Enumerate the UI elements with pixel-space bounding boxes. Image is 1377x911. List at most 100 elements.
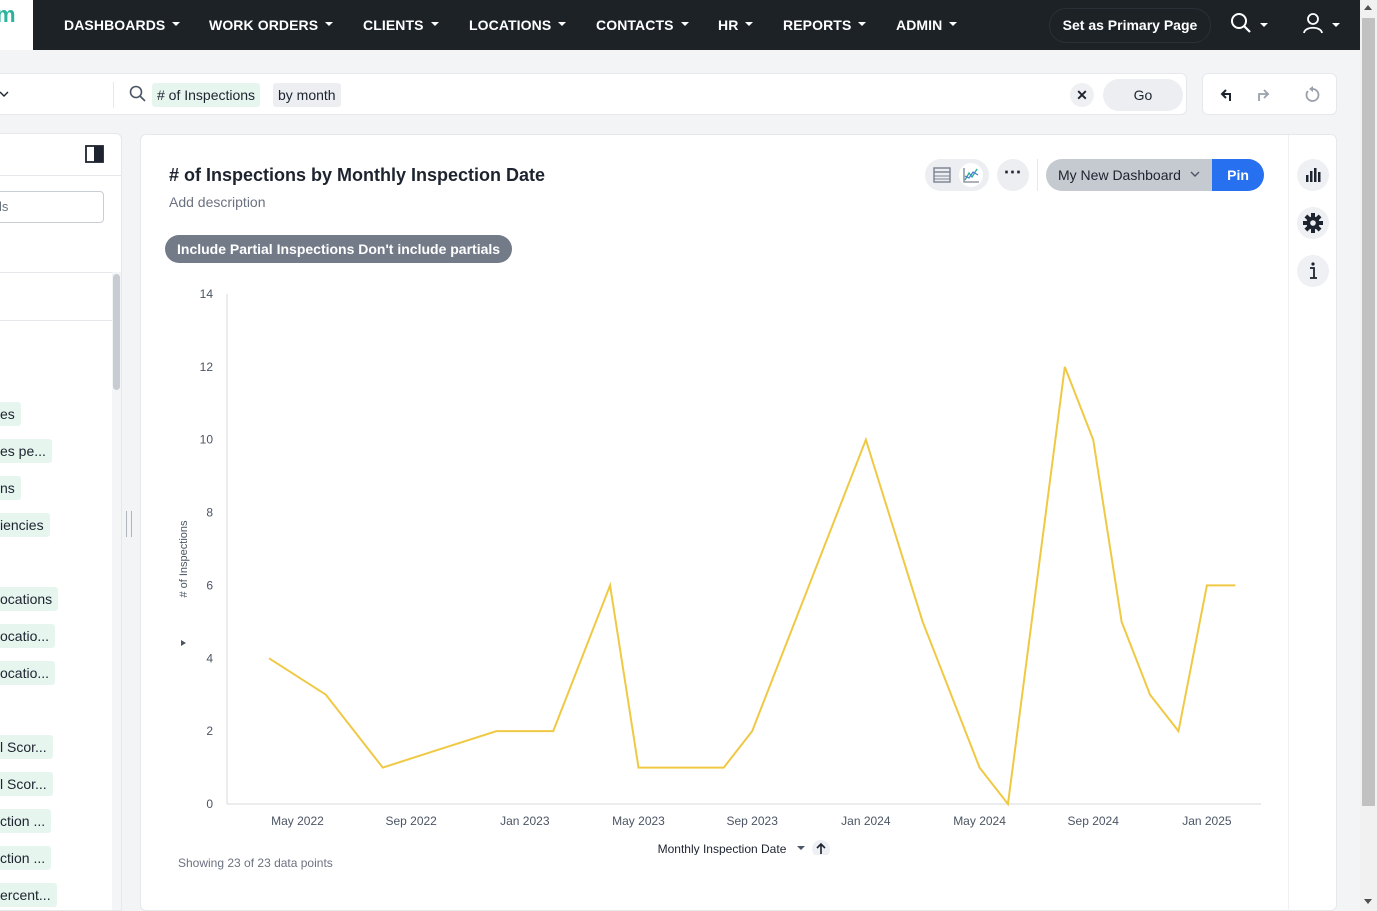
nav-item-hr[interactable]: HR bbox=[718, 0, 754, 50]
divider bbox=[1037, 159, 1038, 191]
chevron-down-icon[interactable] bbox=[0, 88, 10, 100]
nav-item-reports[interactable]: REPORTS bbox=[783, 0, 867, 50]
data-point[interactable] bbox=[977, 765, 983, 771]
info-button[interactable] bbox=[1297, 255, 1329, 287]
data-point[interactable] bbox=[1062, 364, 1068, 370]
search-token-grouping[interactable]: by month bbox=[273, 83, 341, 107]
redo-icon[interactable] bbox=[1253, 85, 1273, 105]
scroll-up-icon[interactable] bbox=[1364, 5, 1372, 10]
data-point[interactable] bbox=[636, 765, 642, 771]
chevron-down-icon bbox=[325, 22, 334, 27]
data-point[interactable] bbox=[1005, 801, 1011, 807]
x-axis-label[interactable]: Monthly Inspection Date bbox=[658, 842, 787, 855]
column-item[interactable]: ction ... bbox=[0, 809, 52, 833]
filter-pill[interactable]: Include Partial Inspections Don't includ… bbox=[165, 235, 513, 263]
data-point[interactable] bbox=[1147, 692, 1153, 698]
y-axis-sort-icon[interactable] bbox=[181, 640, 186, 646]
nav-item-admin[interactable]: ADMIN bbox=[896, 0, 958, 50]
go-button[interactable]: Go bbox=[1103, 79, 1183, 111]
column-item[interactable]: ns bbox=[0, 476, 21, 500]
data-point[interactable] bbox=[323, 692, 329, 698]
settings-button[interactable] bbox=[1297, 207, 1329, 239]
x-tick-label: May 2024 bbox=[953, 814, 1006, 828]
chart-title[interactable]: # of Inspections by Monthly Inspection D… bbox=[169, 165, 546, 185]
chart-card: # of Inspections by Monthly Inspection D… bbox=[140, 134, 1337, 911]
series-line[interactable] bbox=[268, 366, 1236, 807]
panel-toggle-icon[interactable] bbox=[85, 145, 104, 163]
column-item[interactable]: iencies bbox=[0, 513, 50, 537]
sort-ascending-icon bbox=[816, 842, 826, 854]
scroll-down-icon[interactable] bbox=[1364, 899, 1372, 904]
chevron-down-icon bbox=[172, 22, 181, 27]
add-description[interactable]: Add description bbox=[169, 194, 266, 210]
data-point[interactable] bbox=[1204, 582, 1210, 588]
column-item[interactable]: es pe... bbox=[0, 439, 52, 463]
data-point[interactable] bbox=[920, 619, 926, 625]
data-point[interactable] bbox=[1119, 619, 1125, 625]
data-point[interactable] bbox=[749, 728, 755, 734]
info-icon bbox=[1310, 262, 1317, 279]
column-item[interactable]: l Scor... bbox=[0, 772, 53, 796]
data-point[interactable] bbox=[266, 655, 272, 661]
column-item[interactable]: es bbox=[0, 402, 21, 426]
data-point[interactable] bbox=[1232, 582, 1238, 588]
nav-item-work-orders[interactable]: WORK ORDERS bbox=[209, 0, 334, 50]
nav-item-clients[interactable]: CLIENTS bbox=[363, 0, 439, 50]
nav-item-label: REPORTS bbox=[783, 17, 852, 33]
divider bbox=[113, 82, 114, 108]
data-point[interactable] bbox=[607, 582, 613, 588]
data-point[interactable] bbox=[692, 765, 698, 771]
nav-item-label: LOCATIONS bbox=[469, 17, 552, 33]
data-point[interactable] bbox=[380, 765, 386, 771]
data-point[interactable] bbox=[1175, 728, 1181, 734]
y-tick-label: 0 bbox=[206, 797, 213, 811]
data-point[interactable] bbox=[550, 728, 556, 734]
data-point[interactable] bbox=[437, 746, 443, 752]
x-tick-label: Sep 2022 bbox=[385, 814, 437, 828]
gear-icon bbox=[1303, 213, 1323, 233]
reset-icon[interactable] bbox=[1303, 85, 1323, 105]
undo-icon[interactable] bbox=[1218, 85, 1238, 105]
column-item[interactable]: ocatio... bbox=[0, 624, 56, 648]
column-item[interactable]: ocations bbox=[0, 587, 59, 611]
nav-item-label: WORK ORDERS bbox=[209, 17, 319, 33]
scrollbar-thumb[interactable] bbox=[113, 274, 120, 390]
panel-resize-handle[interactable] bbox=[126, 511, 132, 537]
user-menu[interactable] bbox=[1302, 12, 1342, 38]
chevron-down-icon bbox=[858, 22, 867, 27]
data-point[interactable] bbox=[863, 437, 869, 443]
dashboard-select[interactable]: My New Dashboard bbox=[1046, 159, 1212, 191]
y-tick-label: 2 bbox=[206, 724, 213, 738]
line-chart: 0 2 4 6 8 10 12 14 May 2022 Sep 2022 Jan 2023 May 2… bbox=[178, 287, 1261, 855]
chevron-down-icon[interactable] bbox=[797, 846, 805, 850]
chart-view-button[interactable] bbox=[959, 163, 983, 187]
scrollbar-thumb[interactable] bbox=[1362, 18, 1375, 806]
chevron-down-icon bbox=[949, 22, 958, 27]
data-point[interactable] bbox=[721, 765, 727, 771]
column-item[interactable]: ercent... bbox=[0, 883, 57, 907]
column-item[interactable]: l Scor... bbox=[0, 735, 53, 759]
table-view-icon[interactable] bbox=[931, 164, 953, 186]
chart-type-button[interactable] bbox=[1297, 159, 1329, 191]
more-options-button[interactable]: ⋯ bbox=[997, 159, 1029, 191]
app-logo[interactable]: m bbox=[0, 0, 33, 50]
column-item[interactable]: ction ... bbox=[0, 846, 52, 870]
clear-search-button[interactable]: ✕ bbox=[1070, 83, 1094, 107]
set-primary-page-button[interactable]: Set as Primary Page bbox=[1050, 9, 1210, 42]
search-token-measure[interactable]: # of Inspections bbox=[152, 83, 261, 107]
column-item[interactable]: ocatio... bbox=[0, 661, 56, 685]
nav-item-contacts[interactable]: CONTACTS bbox=[596, 0, 689, 50]
pin-button[interactable]: Pin bbox=[1212, 159, 1264, 191]
panel-scrollbar[interactable] bbox=[112, 272, 121, 910]
find-columns-input[interactable]: ls bbox=[0, 191, 104, 223]
nav-item-locations[interactable]: LOCATIONS bbox=[469, 0, 567, 50]
search-menu[interactable] bbox=[1230, 12, 1270, 38]
y-axis-label[interactable]: # of Inspections bbox=[178, 520, 190, 598]
data-point[interactable] bbox=[1090, 437, 1096, 443]
x-tick-label: Sep 2024 bbox=[1068, 814, 1120, 828]
data-point[interactable] bbox=[493, 728, 499, 734]
page-scrollbar[interactable] bbox=[1360, 0, 1377, 911]
x-tick-label: Jan 2023 bbox=[500, 814, 550, 828]
data-point[interactable] bbox=[778, 655, 784, 661]
nav-item-dashboards[interactable]: DASHBOARDS bbox=[64, 0, 181, 50]
